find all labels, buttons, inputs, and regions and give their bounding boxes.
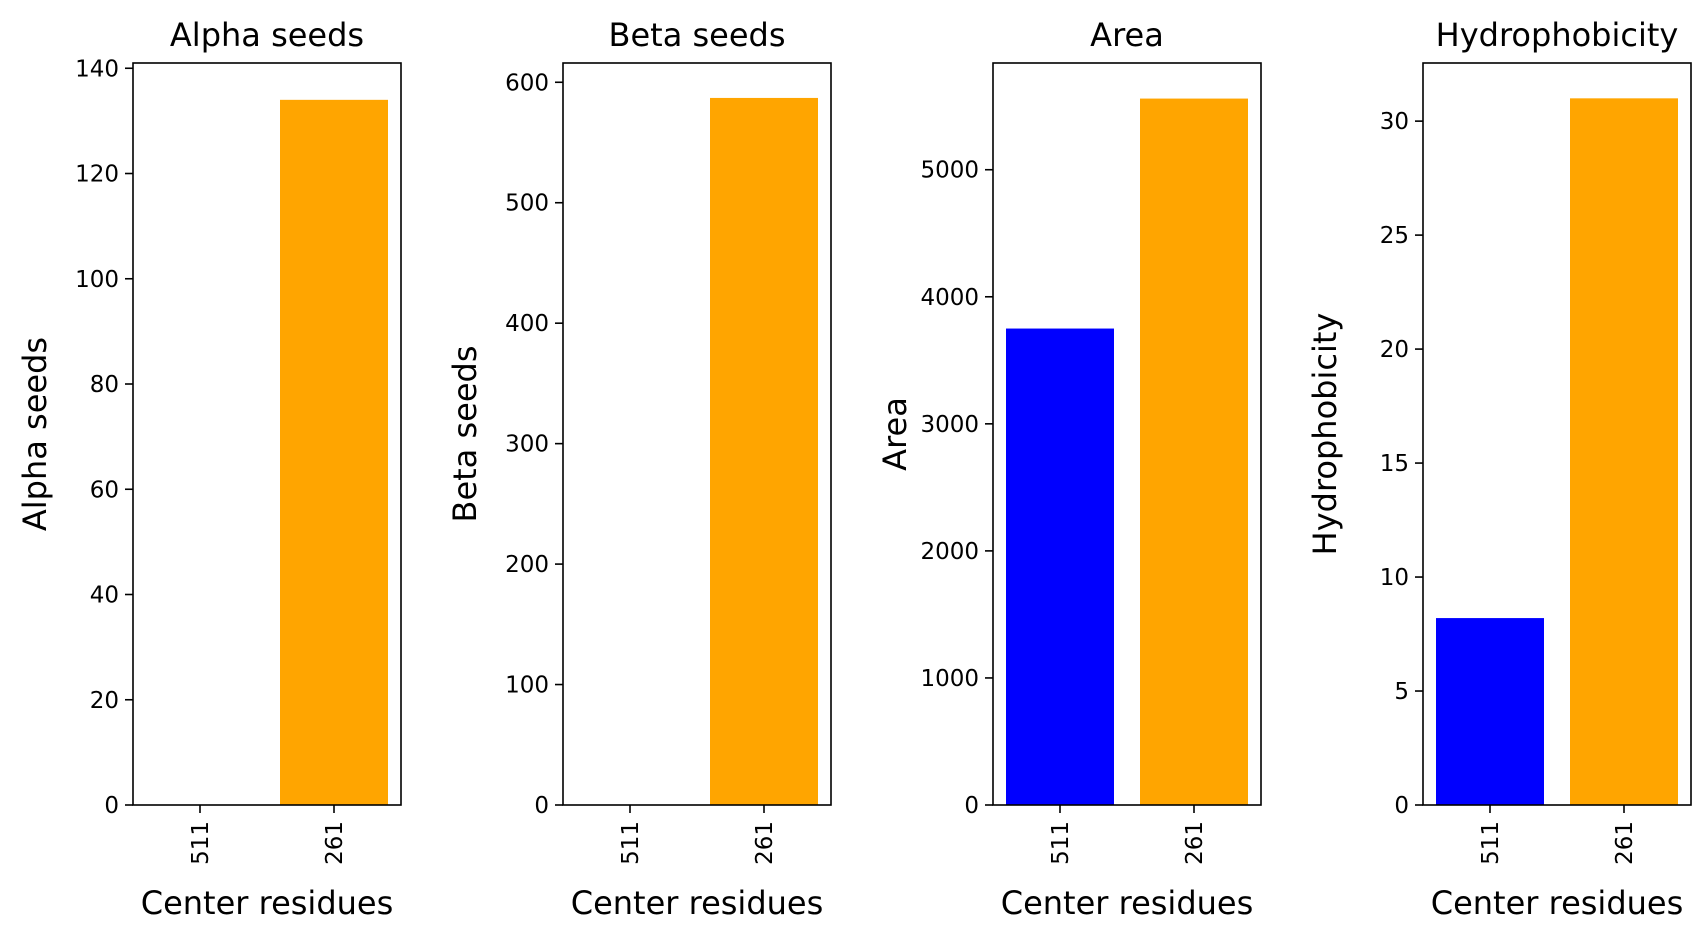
y-tick-label: 0: [1394, 793, 1409, 819]
y-tick-label: 20: [90, 688, 119, 714]
axes-frame: [132, 62, 402, 806]
x-axis-label: Center residues: [1431, 884, 1684, 922]
x-tick-label: 511: [618, 821, 644, 865]
y-axis-label: Beta seeds: [446, 346, 484, 523]
y-tick-label: 1000: [920, 666, 979, 692]
y-tick-label: 0: [534, 793, 549, 819]
y-tick-label: 4000: [920, 285, 979, 311]
y-tick-label: 300: [505, 432, 549, 458]
axes-frame: [562, 62, 832, 806]
x-axis-label: Center residues: [571, 884, 824, 922]
panel-4: 511 261 0 5 10 15 20 25 30 Hydrophobicity Center r…: [1306, 16, 1692, 922]
y-tick-label: 140: [75, 56, 119, 82]
y-tick-label: 100: [505, 673, 549, 699]
y-tick-label: 3000: [920, 412, 979, 438]
y-tick-label: 2000: [920, 539, 979, 565]
panel-title: Hydrophobicity: [1436, 16, 1679, 54]
y-axis-label: Alpha seeds: [16, 337, 54, 531]
panel-title: Area: [1090, 16, 1164, 54]
y-tick-label: 20: [1380, 337, 1409, 363]
x-tick-label: 261: [752, 821, 778, 865]
bar-511: [1436, 618, 1544, 805]
y-tick-label: 10: [1380, 565, 1409, 591]
axes-frame: [992, 62, 1262, 806]
bar-261: [1140, 98, 1248, 806]
y-tick-label: 200: [505, 552, 549, 578]
x-axis-label: Center residues: [1001, 884, 1254, 922]
y-tick-label: 0: [104, 793, 119, 819]
bar-261: [280, 99, 388, 806]
y-axis-label: Area: [876, 397, 914, 471]
axes-frame: [1422, 62, 1692, 806]
y-tick-label: 0: [964, 793, 979, 819]
panel-title: Alpha seeds: [170, 16, 364, 54]
panel-3: 511 261 0 1000 2000 3000 4000 5000 Area Center re…: [876, 16, 1262, 922]
panel-1: 511 261 0 20 40 60 80 100 120 140 Alpha seeds Cente…: [16, 16, 402, 922]
bar-511: [1006, 328, 1114, 805]
x-tick-label: 261: [1182, 821, 1208, 865]
y-tick-label: 60: [90, 477, 119, 503]
y-tick-label: 5: [1394, 679, 1409, 705]
y-tick-label: 600: [505, 70, 549, 96]
bar-261: [1570, 98, 1678, 806]
x-tick-label: 511: [188, 821, 214, 865]
panel-2: 511 261 0 100 200 300 400 500 600 Beta seeds Cente…: [446, 16, 832, 922]
y-axis-label: Hydrophobicity: [1306, 313, 1344, 556]
panel-title: Beta seeds: [609, 16, 786, 54]
x-tick-label: 261: [1612, 821, 1638, 865]
y-tick-label: 80: [90, 372, 119, 398]
y-tick-label: 400: [505, 311, 549, 337]
y-tick-label: 40: [90, 583, 119, 609]
x-axis-label: Center residues: [141, 884, 394, 922]
x-tick-label: 261: [322, 821, 348, 865]
y-tick-label: 25: [1380, 223, 1409, 249]
x-tick-label: 511: [1048, 821, 1074, 865]
bar-261: [710, 97, 818, 805]
y-tick-label: 120: [75, 162, 119, 188]
y-tick-label: 500: [505, 191, 549, 217]
y-tick-label: 5000: [920, 158, 979, 184]
x-tick-label: 511: [1478, 821, 1504, 865]
y-tick-label: 100: [75, 267, 119, 293]
y-tick-label: 30: [1380, 109, 1409, 135]
y-tick-label: 15: [1380, 451, 1409, 477]
